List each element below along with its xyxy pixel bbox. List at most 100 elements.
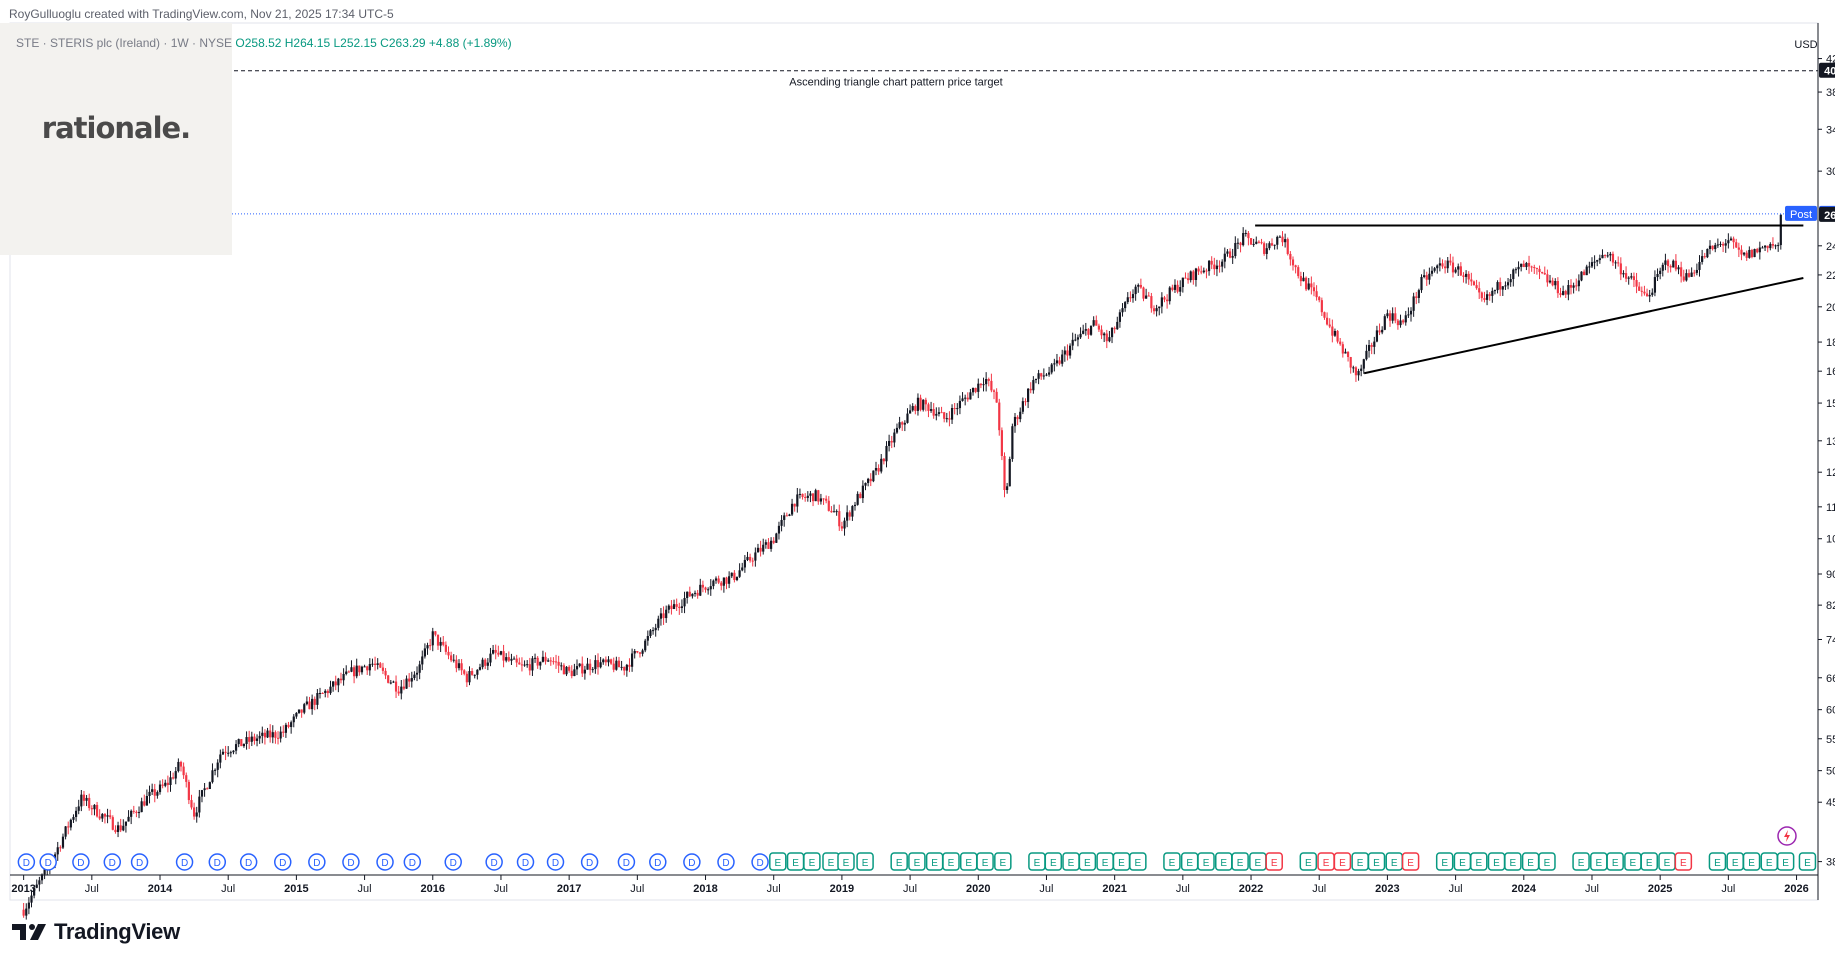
candle-up [1517,266,1520,270]
candle-up [423,648,427,657]
dividend-marker[interactable] [485,853,503,871]
earnings-marker[interactable] [1299,852,1318,871]
earnings-marker[interactable] [1129,852,1147,871]
candle-down [1687,273,1691,277]
earnings-marker[interactable] [1367,852,1386,871]
candle-up [512,658,516,660]
dividend-marker[interactable] [308,853,326,871]
dividend-marker[interactable] [403,853,422,871]
earnings-marker[interactable] [1435,852,1454,871]
candle-down [987,379,990,381]
price-tick-label: 150.00 [1826,398,1835,410]
earnings-marker[interactable] [1742,852,1761,871]
dividend-marker[interactable] [103,853,122,871]
dividend-marker[interactable] [17,853,36,871]
price-tick-label: 90.00 [1826,569,1835,581]
dividend-marker[interactable] [444,853,462,871]
earnings-marker[interactable] [1231,852,1249,871]
candle-up [1092,320,1095,326]
candle-up [985,379,988,385]
candle-up [853,504,857,507]
earnings-marker[interactable] [856,852,874,871]
dividend-marker[interactable] [274,853,292,871]
dividend-marker-label: D [313,858,320,869]
dividend-marker[interactable] [130,853,149,871]
earnings-miss-marker[interactable] [1265,852,1283,871]
candle-down [352,667,356,677]
candle-up [1514,269,1518,271]
earnings-marker[interactable] [994,852,1012,871]
candle-up [922,399,925,410]
earnings-marker[interactable] [1470,852,1488,871]
symbol-legend[interactable]: STE · STERIS plc (Ireland) · 1W · NYSE O… [16,36,512,50]
earnings-marker[interactable] [1078,852,1097,871]
candle-up [38,880,41,885]
candle-down [1354,367,1358,376]
candle-up [762,544,765,552]
earnings-marker[interactable] [1197,852,1215,871]
candle-up [699,584,702,596]
candle-down [1394,313,1397,321]
candle-up [798,493,802,495]
candle-up [1215,265,1219,270]
dividend-marker[interactable] [342,853,360,871]
dividend-marker[interactable] [376,853,394,871]
earnings-marker[interactable] [1163,852,1181,871]
earnings-marker[interactable] [890,852,908,871]
earnings-miss-marker[interactable] [1401,852,1420,871]
earnings-miss-marker[interactable] [1674,852,1693,871]
earnings-marker[interactable] [1044,852,1063,871]
earnings-marker[interactable] [1572,852,1590,871]
dividend-marker[interactable] [683,853,701,871]
candle-up [1412,296,1415,311]
dividend-marker[interactable] [617,853,636,871]
candle-down [90,808,93,810]
candle-down [772,540,775,543]
candle-up [1118,312,1122,322]
candle-down [552,661,555,663]
dividend-marker[interactable] [751,853,769,871]
support-trendline[interactable] [1364,277,1804,375]
earnings-marker-label: E [1323,858,1330,869]
earnings-marker[interactable] [1538,852,1556,871]
candle-up [1554,281,1557,286]
candle-up [360,666,364,673]
earnings-marker-label: E [1766,858,1773,869]
dividend-marker[interactable] [717,853,735,871]
earnings-marker[interactable] [1504,852,1522,871]
earnings-marker[interactable] [1798,852,1817,871]
candle-up [1360,368,1363,371]
candle-up [1155,308,1158,312]
dividend-marker[interactable] [208,853,227,871]
earnings-marker[interactable] [769,852,787,871]
candle-up [476,669,479,675]
candle-up [573,669,576,677]
tradingview-logo[interactable]: TradingView [12,919,180,945]
candle-up [1428,273,1431,280]
earnings-marker[interactable] [942,852,960,871]
candle-up [1223,253,1226,262]
earnings-marker[interactable] [1606,852,1624,871]
candle-down [1603,254,1607,256]
earnings-marker[interactable] [837,852,855,871]
dividend-marker[interactable] [72,853,90,871]
dividend-marker[interactable] [516,853,535,871]
earnings-marker[interactable] [803,852,821,871]
dividend-marker[interactable] [580,853,599,871]
earnings-miss-marker[interactable] [1333,852,1352,871]
earnings-marker[interactable] [976,852,994,871]
candle-down [1682,276,1685,281]
earnings-marker[interactable] [1776,852,1795,871]
dividend-marker[interactable] [39,853,57,871]
candle-up [410,678,413,682]
dividend-marker[interactable] [175,853,194,871]
candle-down [1449,260,1452,263]
dividend-marker[interactable] [239,853,258,871]
earnings-marker[interactable] [1640,852,1659,871]
dividend-marker[interactable] [546,853,565,871]
candle-down [387,675,390,683]
earnings-marker[interactable] [908,852,926,871]
earnings-marker[interactable] [1708,852,1727,871]
dividend-marker[interactable] [649,853,667,871]
